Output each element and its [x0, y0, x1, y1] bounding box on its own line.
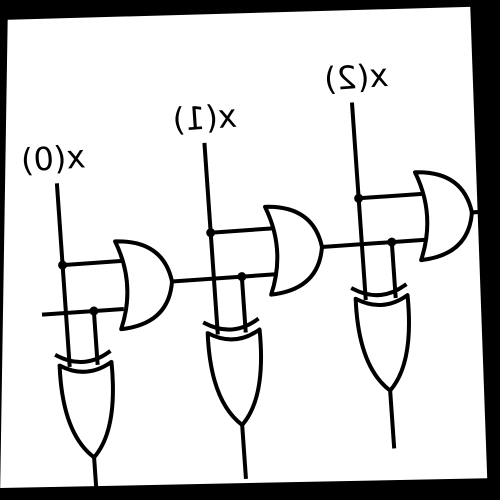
input-label-x2: x(2): [323, 56, 390, 98]
input-wire-x2: [349, 102, 361, 201]
input-wire-x1: [202, 142, 213, 235]
svg-text:x(0): x(0): [20, 137, 87, 179]
junction-dot: [237, 272, 247, 282]
or-input-wire-2a: [356, 191, 423, 201]
xor-input-wire-1a: [208, 230, 220, 335]
chain-wire-in: [41, 306, 124, 317]
or-output-wire-2: [469, 208, 500, 215]
xor-output-wire-0: [91, 455, 100, 500]
xor-gate-2-back: [350, 282, 408, 298]
stage-2: [349, 102, 500, 449]
chain-wire-1-2: [319, 237, 426, 250]
junction-dot: [354, 193, 364, 203]
xor-gate-2: [353, 293, 411, 393]
junction-dot: [206, 228, 216, 238]
xor-gate-1-back: [202, 316, 260, 332]
xor-input-wire-2b: [389, 239, 398, 299]
or-gate-1: [263, 204, 324, 297]
xor-output-wire-1: [240, 422, 248, 479]
input-label-x0: x(0): [20, 137, 87, 179]
input-wire-x0: [54, 183, 65, 268]
xor-input-wire-1b: [239, 274, 248, 333]
xor-gate-1: [205, 327, 264, 427]
xor-input-wire-0a: [60, 262, 72, 368]
xor-output-wire-2: [388, 388, 397, 449]
junction-dot: [58, 260, 68, 270]
xor-input-wire-2a: [356, 196, 368, 301]
input-label-x1: x(1): [171, 97, 238, 139]
or-gate-0: [113, 239, 175, 332]
junction-dot: [387, 237, 397, 247]
xor-input-wire-0b: [91, 308, 100, 366]
chain-wire-0-1: [169, 272, 276, 284]
svg-text:x(1): x(1): [171, 97, 238, 139]
or-input-wire-1a: [208, 226, 273, 235]
stage-0: [41, 183, 175, 500]
or-input-wire-0a: [60, 258, 123, 268]
or-gate-2: [412, 170, 474, 263]
xor-gate-0: [57, 359, 115, 460]
svg-text:x(2): x(2): [323, 56, 390, 98]
junction-dot: [89, 306, 99, 316]
stage-1: [202, 142, 324, 479]
xor-gate-0-back: [54, 349, 112, 364]
